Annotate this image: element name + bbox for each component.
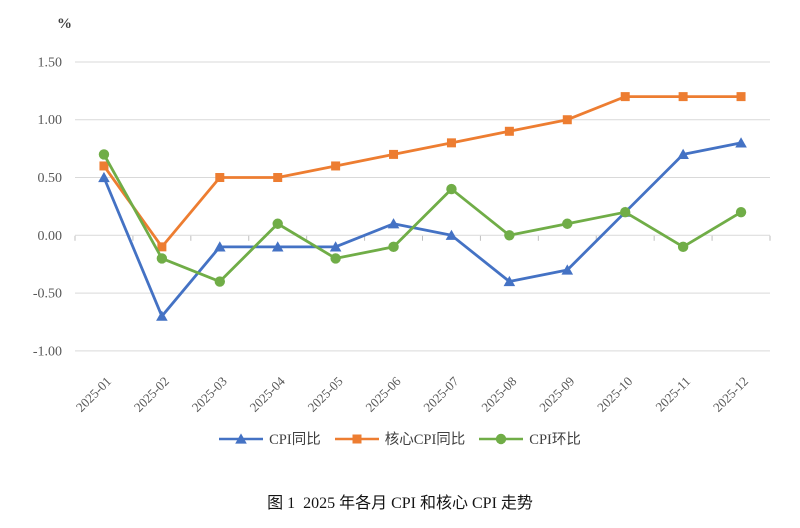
chart-canvas: 1.50 1.00 0.50 0.00 -0.50 -1.00% 2025-01 2025-0…: [33, 16, 771, 415]
core-cpi-yoy-marker: [504, 126, 514, 136]
x-axis-tick-label: 2025-04: [247, 373, 289, 415]
y-axis-unit-label: %: [57, 16, 72, 32]
core-cpi-yoy-marker: [215, 173, 225, 183]
legend-square-key: [334, 434, 379, 443]
cpi-mom-marker: [330, 253, 341, 264]
cpi-mom-marker: [562, 218, 573, 229]
core-cpi-yoy-marker: [620, 92, 630, 102]
cpi-yoy-marker: [271, 241, 284, 252]
chart-legend: CPI同比 核心CPI同比 CPI环比: [0, 428, 800, 449]
cpi-yoy-marker: [561, 264, 574, 275]
cpi-yoy-marker: [213, 241, 226, 252]
legend-item-cpi-mom: CPI环比: [479, 428, 581, 449]
x-axis-tick-label: 2025-05: [304, 374, 345, 415]
cpi-yoy-marker: [445, 229, 458, 240]
legend-label: 核心CPI同比: [384, 432, 466, 448]
cpi-yoy-marker: [503, 275, 516, 287]
legend-label: CPI同比: [269, 432, 321, 448]
legend-item-cpi-yoy: CPI同比: [219, 428, 321, 449]
core-cpi-yoy-marker: [562, 115, 572, 125]
core-cpi-yoy-marker: [331, 161, 341, 171]
cpi-yoy-marker: [387, 218, 400, 229]
cpi-mom-marker: [735, 206, 747, 218]
cpi-mom-line: [102, 153, 743, 283]
cpi-trend-chart: 1.50 1.00 0.50 0.00 -0.50 -1.00% 2025-01 2025-0…: [33, 16, 771, 415]
cpi-mom-marker: [677, 241, 689, 253]
cpi-yoy-marker: [677, 148, 689, 160]
x-axis-tick-label: 2025-12: [710, 374, 751, 415]
cpi-mom-marker: [504, 230, 515, 241]
figure-caption: 图 1 2025 年各月 CPI 和核心 CPI 走势: [267, 495, 533, 512]
core-cpi-yoy-marker: [678, 92, 688, 102]
y-axis-tick-label: 1.00: [38, 113, 63, 128]
legend-triangle-key: [219, 432, 264, 444]
cpi-mom-marker: [272, 218, 283, 229]
x-axis-tick-label: 2025-07: [420, 373, 462, 415]
cpi-mom-marker: [446, 183, 457, 195]
x-axis-tick-label: 2025-06: [362, 373, 404, 415]
x-axis-tick-label: 2025-08: [478, 374, 519, 415]
core-cpi-yoy-marker: [389, 149, 399, 159]
x-axis-tick-label: 2025-01: [73, 374, 114, 415]
cpi-yoy-marker: [329, 241, 342, 252]
y-axis-tick-label: 0.50: [38, 171, 63, 186]
legend-label: CPI环比: [529, 432, 581, 448]
cpi-yoy-line: [102, 141, 743, 318]
core-cpi-yoy-marker: [99, 161, 109, 171]
x-axis-tick-label: 2025-03: [189, 374, 230, 415]
x-axis-tick-label: 2025-09: [536, 374, 577, 415]
x-axis-tick-label: 2025-11: [652, 374, 693, 415]
y-axis-tick-label: 1.50: [38, 55, 63, 70]
y-axis-tick-label: -0.50: [33, 287, 62, 302]
core-cpi-yoy-marker: [273, 173, 283, 183]
cpi-mom-marker: [214, 276, 225, 287]
cpi-yoy-marker: [156, 310, 168, 321]
core-cpi-yoy-marker: [736, 92, 746, 102]
legend-circle-key: [479, 433, 524, 444]
y-axis-tick-label: -1.00: [33, 344, 62, 359]
cpi-yoy-marker: [735, 137, 747, 148]
x-axis-tick-label: 2025-02: [131, 374, 172, 415]
core-cpi-yoy-line: [102, 95, 743, 249]
cpi-mom-marker: [98, 149, 110, 160]
core-cpi-yoy-marker: [157, 242, 167, 252]
y-axis-tick-label: 0.00: [38, 229, 63, 244]
core-cpi-yoy-marker: [446, 138, 456, 148]
legend-item-core-cpi-yoy: 核心CPI同比: [334, 428, 466, 449]
cpi-mom-marker: [156, 253, 168, 264]
cpi-yoy-marker: [98, 171, 110, 183]
cpi-mom-marker: [620, 206, 631, 218]
x-axis-tick-label: 2025-10: [594, 374, 635, 415]
cpi-mom-marker: [388, 241, 399, 253]
